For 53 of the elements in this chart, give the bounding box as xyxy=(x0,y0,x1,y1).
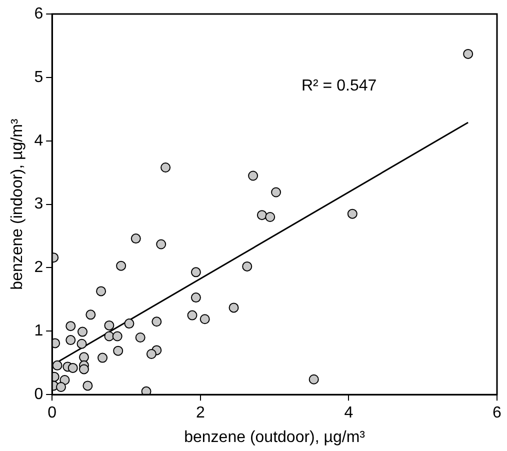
point xyxy=(190,292,201,303)
point xyxy=(78,326,88,337)
point xyxy=(98,352,108,363)
y-axis-title: benzene (indoor), µg/m³ xyxy=(9,118,26,290)
y-tick-label: 4 xyxy=(34,132,44,150)
point xyxy=(256,210,267,220)
x-axis-title: benzene (outdoor), µg/m³ xyxy=(184,428,366,446)
point xyxy=(135,332,146,343)
annotation: R² = 0.547 xyxy=(301,78,377,95)
point xyxy=(104,320,114,330)
point xyxy=(146,349,156,360)
point xyxy=(160,162,171,173)
point xyxy=(152,316,162,327)
point xyxy=(200,314,210,324)
point xyxy=(56,382,66,392)
point xyxy=(187,310,198,320)
point xyxy=(248,170,258,181)
point xyxy=(66,335,76,346)
y-tick-label: 2 xyxy=(34,259,44,276)
point xyxy=(96,286,106,296)
y-tick-label: 5 xyxy=(34,68,44,86)
point xyxy=(112,331,122,342)
point xyxy=(66,321,76,332)
point xyxy=(82,380,93,391)
point xyxy=(68,362,78,373)
point xyxy=(242,261,252,272)
point xyxy=(104,331,114,342)
y-tick-label: 3 xyxy=(34,196,44,213)
point xyxy=(141,386,152,395)
y-tick-label: 0 xyxy=(34,386,44,404)
y-tick-label: 1 xyxy=(34,322,44,340)
point xyxy=(52,360,62,370)
point xyxy=(265,212,276,222)
x-tick-label: 4 xyxy=(344,404,354,422)
x-tick-label: 0 xyxy=(48,404,57,422)
point xyxy=(347,208,358,219)
point xyxy=(116,260,126,271)
point xyxy=(190,267,201,278)
point xyxy=(271,187,282,198)
point xyxy=(78,352,89,362)
point xyxy=(308,374,319,384)
point xyxy=(76,338,87,349)
point xyxy=(156,239,166,250)
point xyxy=(86,310,96,320)
point xyxy=(113,346,124,356)
point xyxy=(124,318,134,329)
point xyxy=(78,364,89,374)
x-tick-label: 6 xyxy=(492,404,502,422)
y-tick-label: 6 xyxy=(34,5,44,22)
point xyxy=(130,234,141,244)
point xyxy=(463,48,474,59)
point xyxy=(228,302,239,313)
x-tick-label: 2 xyxy=(196,404,205,422)
